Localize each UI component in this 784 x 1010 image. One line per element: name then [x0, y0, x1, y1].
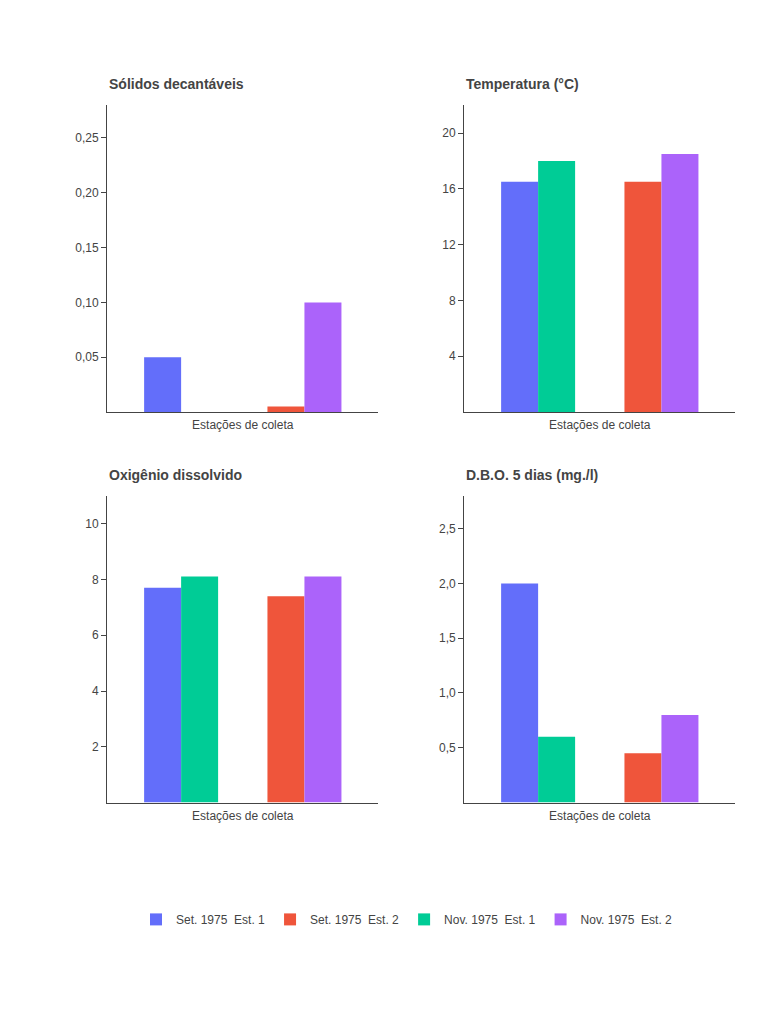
- svg-text:Nov. 1975 Est. 2: Nov. 1975 Est. 2: [581, 913, 672, 927]
- svg-text:1,0: 1,0: [439, 686, 456, 700]
- svg-text:8: 8: [449, 294, 456, 308]
- svg-text:0,25: 0,25: [75, 131, 99, 145]
- svg-text:0,05: 0,05: [75, 350, 99, 364]
- svg-text:Temperatura (°C): Temperatura (°C): [466, 76, 579, 92]
- svg-text:Estações de coleta: Estações de coleta: [549, 418, 651, 432]
- svg-text:8: 8: [92, 573, 99, 587]
- svg-text:Nov. 1975 Est. 1: Nov. 1975 Est. 1: [444, 913, 535, 927]
- svg-text:0,10: 0,10: [75, 296, 99, 310]
- svg-text:16: 16: [442, 182, 456, 196]
- svg-text:4: 4: [449, 349, 456, 363]
- svg-text:1,5: 1,5: [439, 631, 456, 645]
- svg-text:Estações de coleta: Estações de coleta: [192, 809, 294, 823]
- svg-text:Estações de coleta: Estações de coleta: [192, 418, 294, 432]
- svg-text:Set. 1975 Est. 1: Set. 1975 Est. 1: [176, 913, 265, 927]
- svg-text:2,5: 2,5: [439, 522, 456, 536]
- svg-text:Set. 1975 Est. 2: Set. 1975 Est. 2: [310, 913, 399, 927]
- svg-text:D.B.O. 5 dias (mg./l): D.B.O. 5 dias (mg./l): [466, 467, 598, 483]
- svg-text:4: 4: [92, 684, 99, 698]
- svg-text:2,0: 2,0: [439, 577, 456, 591]
- svg-text:Sólidos decantáveis: Sólidos decantáveis: [109, 76, 244, 92]
- svg-text:0,5: 0,5: [439, 741, 456, 755]
- svg-text:10: 10: [85, 517, 99, 531]
- svg-text:12: 12: [442, 238, 456, 252]
- svg-text:0,20: 0,20: [75, 186, 99, 200]
- svg-text:6: 6: [92, 628, 99, 642]
- svg-text:2: 2: [92, 740, 99, 754]
- svg-text:20: 20: [442, 126, 456, 140]
- svg-text:Estações de coleta: Estações de coleta: [549, 809, 651, 823]
- svg-text:Oxigênio dissolvido: Oxigênio dissolvido: [109, 467, 242, 483]
- svg-text:0,15: 0,15: [75, 241, 99, 255]
